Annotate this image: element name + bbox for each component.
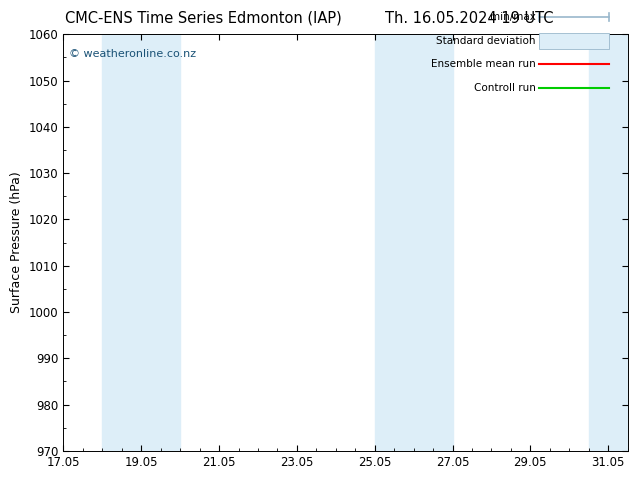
Text: Standard deviation: Standard deviation	[436, 36, 536, 46]
Text: Controll run: Controll run	[474, 83, 536, 93]
Y-axis label: Surface Pressure (hPa): Surface Pressure (hPa)	[10, 172, 23, 314]
Bar	[375, 34, 453, 451]
Text: min/max: min/max	[490, 12, 536, 22]
Bar	[589, 34, 628, 451]
Text: © weatheronline.co.nz: © weatheronline.co.nz	[69, 49, 196, 59]
Text: Ensemble mean run: Ensemble mean run	[431, 59, 536, 69]
Text: Th. 16.05.2024 19 UTC: Th. 16.05.2024 19 UTC	[385, 11, 553, 26]
Bar	[102, 34, 180, 451]
Text: CMC-ENS Time Series Edmonton (IAP): CMC-ENS Time Series Edmonton (IAP)	[65, 11, 341, 26]
